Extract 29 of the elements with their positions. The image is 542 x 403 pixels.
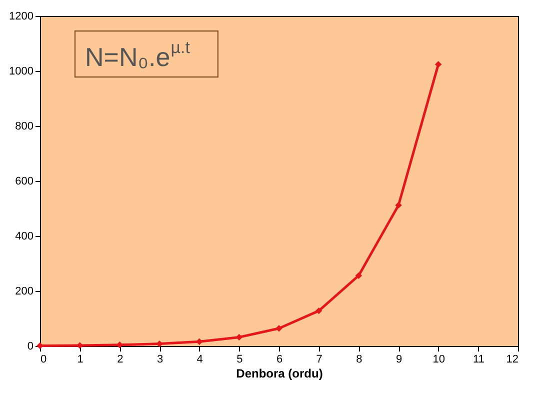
x-tick-label: 5 (236, 354, 243, 366)
x-tick-label: 7 (316, 354, 322, 366)
point (236, 334, 243, 341)
point (156, 340, 163, 348)
x-tick-label: 6 (276, 354, 283, 366)
y-tick-label: 400 (15, 230, 34, 242)
y-tick-label: 800 (15, 120, 34, 132)
y-tick-label: 1000 (9, 66, 34, 78)
x-tick-label: 3 (156, 354, 164, 366)
point (276, 325, 282, 332)
x-tick-label: 0 (40, 354, 47, 366)
x-tick-label: 4 (196, 354, 203, 366)
x-tick-label: 11 (472, 354, 484, 366)
point (434, 61, 442, 68)
y-tick-label: 0 (27, 340, 34, 352)
x-tick-label: 8 (356, 354, 362, 366)
point (315, 307, 322, 314)
point (355, 272, 362, 279)
y-tick-label: 200 (15, 286, 34, 298)
x-axis-title: Denbora (ordu) (236, 366, 323, 380)
y-tick-label: 600 (15, 176, 34, 188)
point (36, 342, 44, 350)
point (395, 202, 402, 209)
x-tick-label: 12 (506, 354, 518, 366)
x-tick-label: 9 (396, 354, 402, 366)
y-tick-label: 1200 (9, 10, 34, 22)
x-tick-label: 2 (117, 354, 124, 366)
x-tick-label: 10 (432, 354, 445, 366)
x-tick-label: 1 (77, 354, 84, 366)
